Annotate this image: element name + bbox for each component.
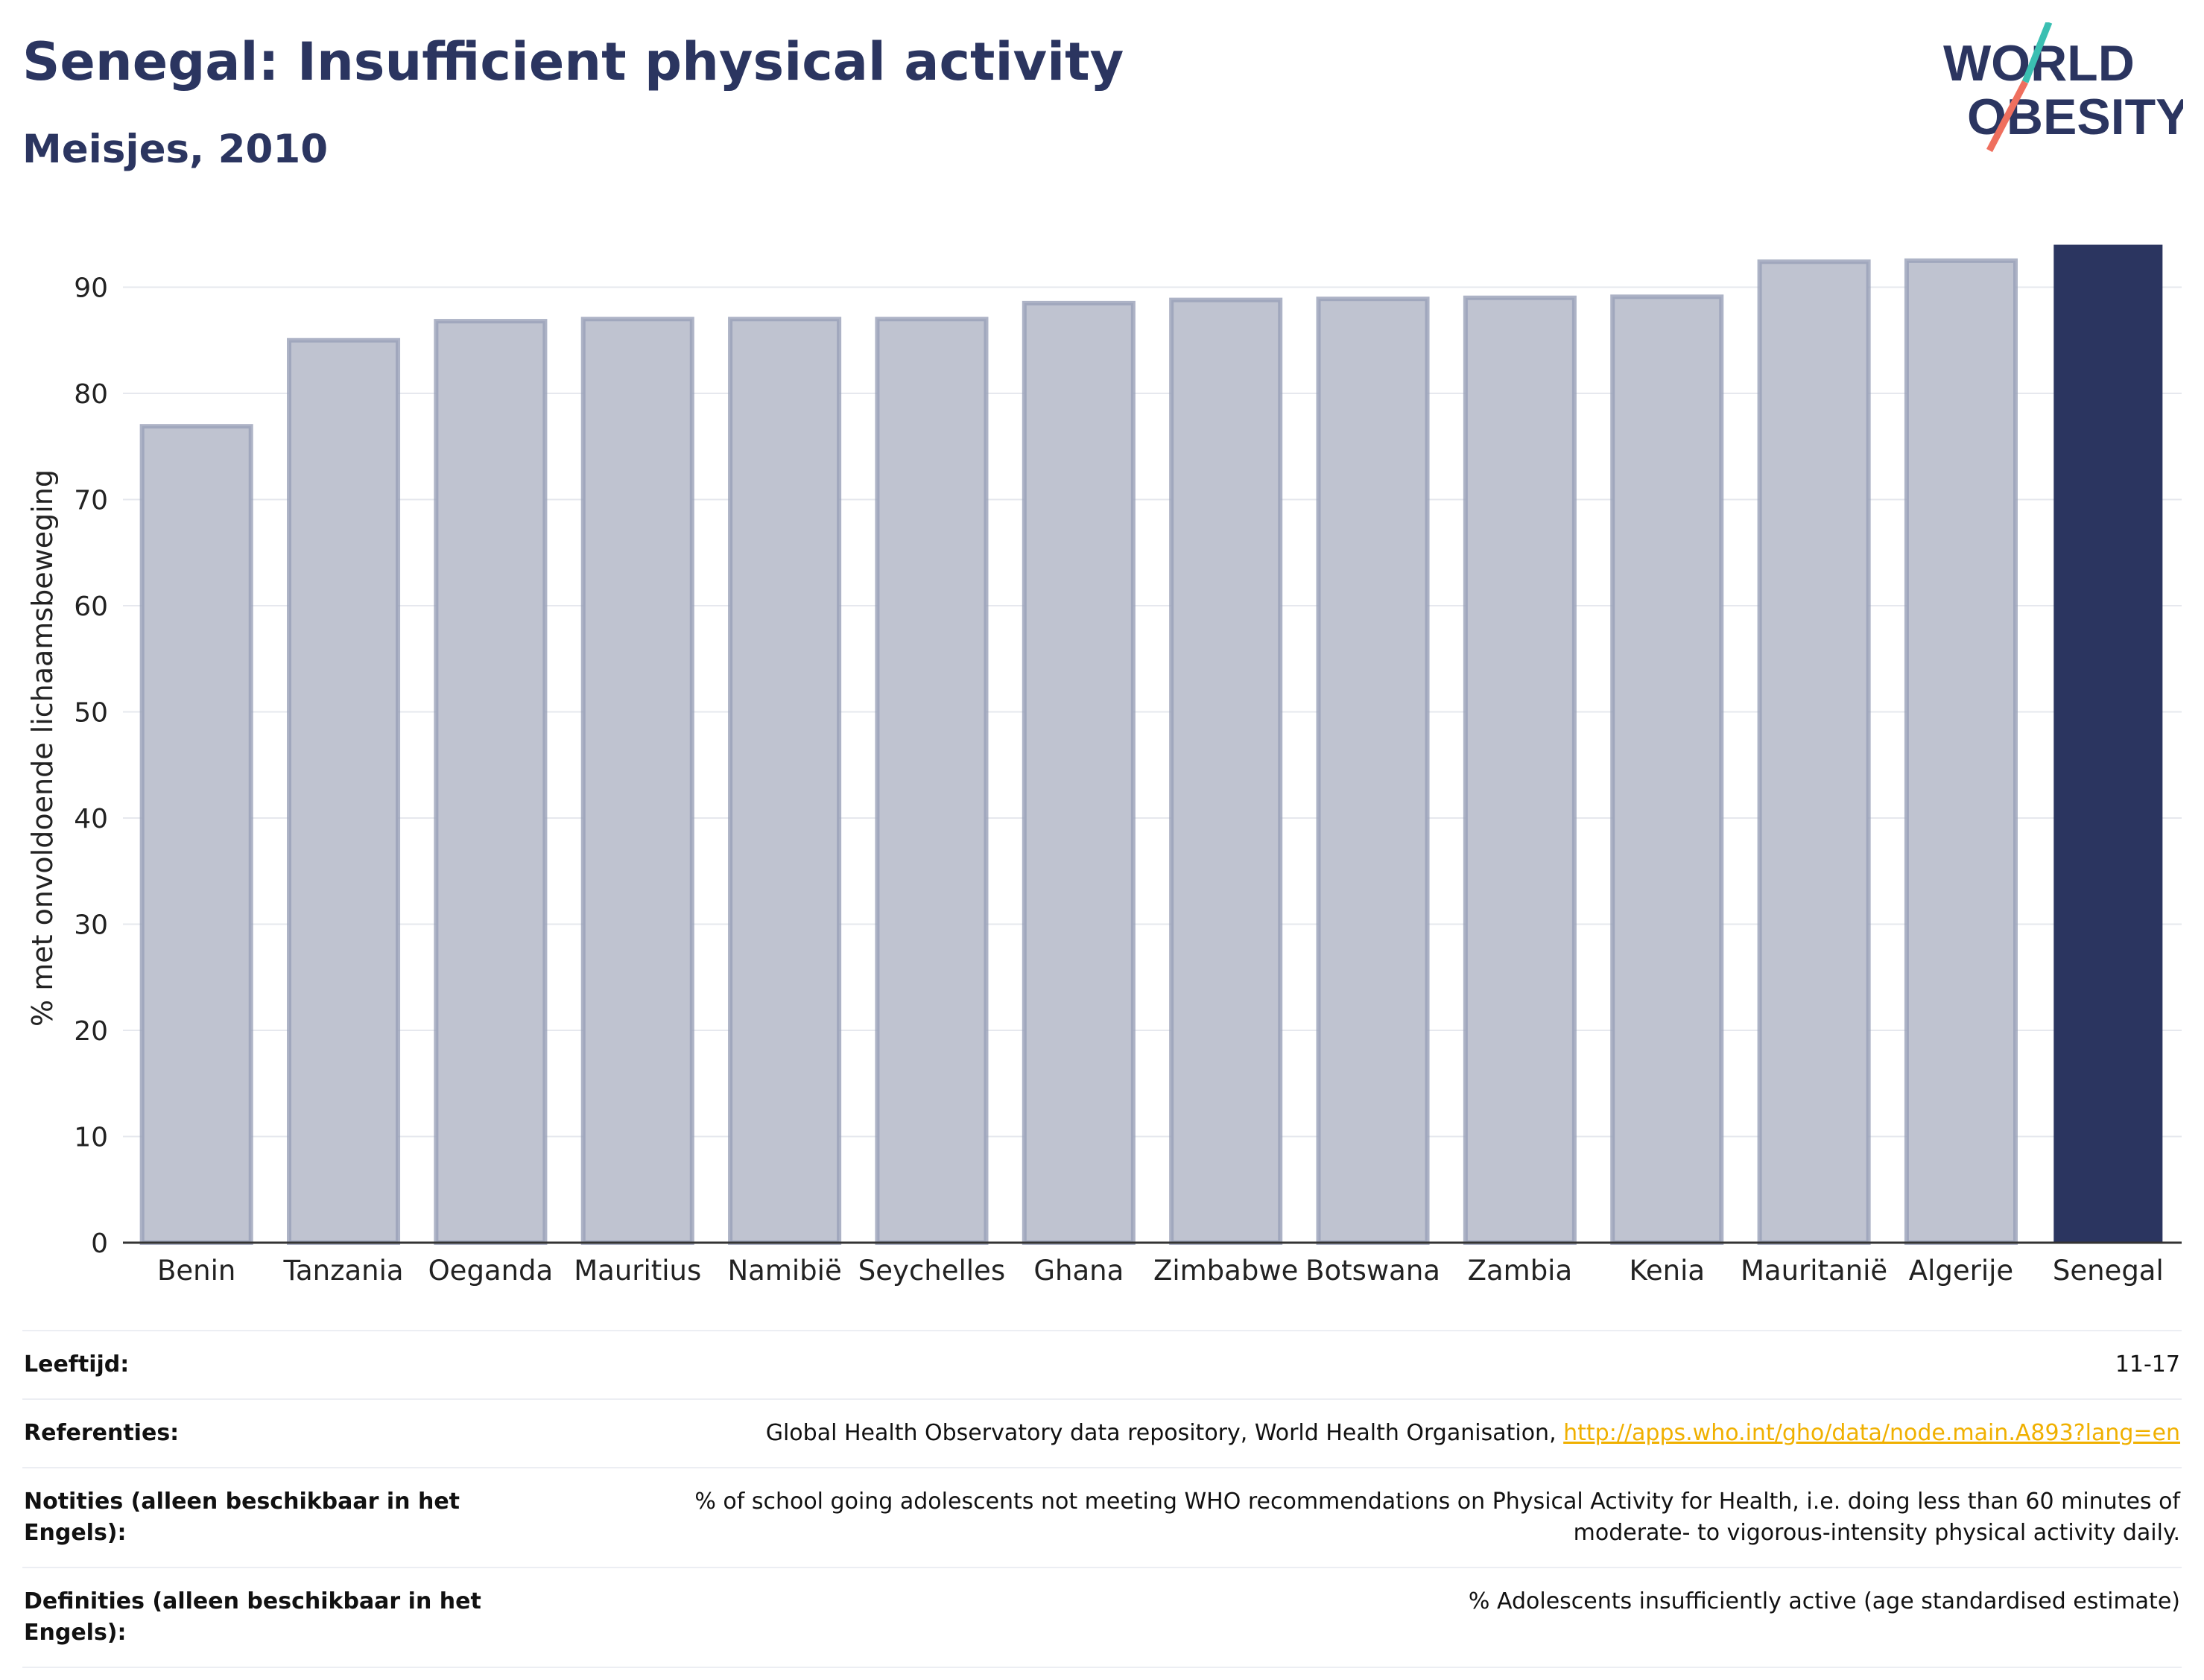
bar-zimbabwe <box>1171 300 1280 1243</box>
y-tick-label: 40 <box>74 804 108 834</box>
x-tick-label: Mauritius <box>574 1255 701 1287</box>
world-obesity-logo: WORLD OBESITY <box>1937 22 2183 156</box>
bar-senegal <box>2053 245 2162 1243</box>
bar-oeganda <box>436 321 545 1243</box>
x-tick-label: Senegal <box>2053 1255 2164 1287</box>
chart-gridlines <box>123 288 2182 1137</box>
x-tick-label: Tanzania <box>282 1255 403 1287</box>
x-axis-ticks: Benin Tanzania Oeganda Mauritius Namibië Seyc… <box>157 1255 2164 1287</box>
age-label: Leeftijd: <box>24 1349 501 1381</box>
x-tick-label: Zambia <box>1468 1255 1573 1287</box>
chart-title: Senegal: Insufficient physical activity <box>22 31 1124 92</box>
references-link[interactable]: http://apps.who.int/gho/data/node.main.A… <box>1563 1420 2180 1446</box>
x-tick-label: Algerije <box>1909 1255 2013 1287</box>
notes-value: % of school going adolescents not meetin… <box>578 1486 2180 1549</box>
y-tick-label: 30 <box>74 910 108 941</box>
definitions-value: % Adolescents insufficiently active (age… <box>1469 1586 2180 1649</box>
notes-label: Notities (alleen beschikbaar in het Enge… <box>24 1486 501 1549</box>
bar-namibië <box>730 319 839 1243</box>
x-tick-label: Namibië <box>728 1255 842 1287</box>
bar-ghana <box>1025 303 1133 1243</box>
references-value: Global Health Observatory data repositor… <box>766 1418 2180 1449</box>
x-tick-label: Oeganda <box>428 1255 554 1287</box>
y-tick-label: 0 <box>91 1229 108 1259</box>
bar-algerije <box>1907 261 2015 1243</box>
y-axis-label: % met onvoldoende lichaamsbeweging <box>26 469 59 1027</box>
bar-mauritanië <box>1760 261 1869 1243</box>
chart-bars <box>142 245 2163 1243</box>
y-tick-label: 60 <box>74 592 108 622</box>
y-tick-label: 50 <box>74 698 108 729</box>
bar-botswana <box>1319 299 1428 1243</box>
y-tick-label: 80 <box>74 379 108 410</box>
y-tick-label: 20 <box>74 1016 108 1047</box>
x-tick-label: Seychelles <box>858 1255 1005 1287</box>
x-tick-label: Kenia <box>1629 1255 1705 1287</box>
y-tick-label: 10 <box>74 1123 108 1153</box>
y-tick-label: 70 <box>74 486 108 516</box>
info-row-notes: Notities (alleen beschikbaar in het Enge… <box>22 1467 2182 1567</box>
x-tick-label: Ghana <box>1033 1255 1124 1287</box>
definitions-label: Definities (alleen beschikbaar in het En… <box>24 1586 501 1649</box>
y-tick-label: 90 <box>74 273 108 304</box>
x-tick-label: Botswana <box>1305 1255 1440 1287</box>
bar-zambia <box>1466 298 1574 1243</box>
bar-benin <box>142 426 251 1243</box>
bar-mauritius <box>583 319 692 1243</box>
chart-subtitle: Meisjes, 2010 <box>22 127 328 172</box>
x-tick-label: Benin <box>157 1255 235 1287</box>
x-tick-label: Mauritanië <box>1741 1255 1887 1287</box>
info-row-definitions: Definities (alleen beschikbaar in het En… <box>22 1567 2182 1668</box>
info-row-references: Referenties: Global Health Observatory d… <box>22 1398 2182 1467</box>
references-text: Global Health Observatory data repositor… <box>766 1420 1563 1446</box>
info-row-age: Leeftijd: 11-17 <box>22 1330 2182 1398</box>
x-tick-label: Zimbabwe <box>1153 1255 1298 1287</box>
bar-tanzania <box>289 340 398 1243</box>
y-axis-ticks: 0 10 20 30 40 50 60 70 80 90 <box>74 273 108 1260</box>
info-table: Leeftijd: 11-17 Referenties: Global Heal… <box>22 1330 2182 1668</box>
bar-kenia <box>1612 297 1721 1243</box>
bar-chart: 0 10 20 30 40 50 60 70 80 90 Benin Tanzania Oeganda… <box>0 209 2204 1289</box>
age-value: 11-17 <box>2115 1349 2180 1381</box>
references-label: Referenties: <box>24 1418 501 1449</box>
bar-seychelles <box>877 319 986 1243</box>
